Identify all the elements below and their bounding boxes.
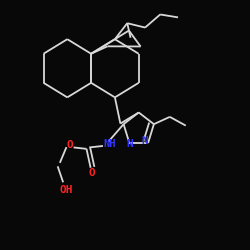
Text: NH: NH [104,139,116,149]
Text: O: O [89,168,96,178]
Text: N: N [142,136,148,146]
Text: N: N [127,140,134,149]
Text: O: O [66,140,73,150]
Text: OH: OH [59,186,73,196]
